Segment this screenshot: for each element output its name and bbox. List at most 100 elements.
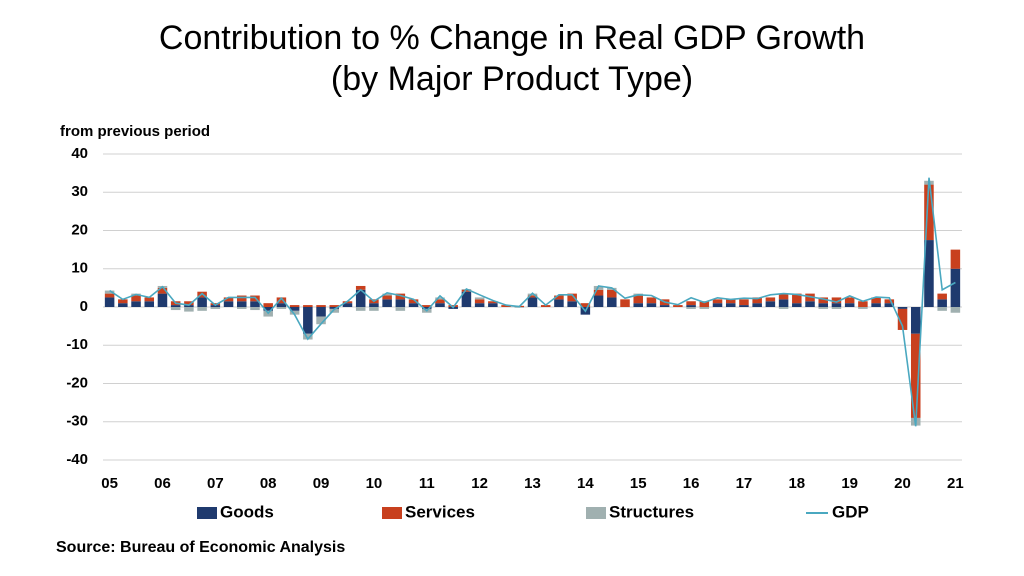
legend-label: Goods [220,502,274,521]
bar-segment [289,307,300,311]
bar-segment [593,289,604,296]
source: Source: Bureau of Economic Analysis [56,539,345,556]
bar-segment [223,301,234,307]
bar-segment [831,297,842,304]
bar-segment [950,307,961,313]
bar-segment [316,316,326,325]
bar-segment [355,289,366,307]
bar-segment [395,307,406,311]
bar-segment [831,307,842,309]
bar-segment [686,307,696,309]
bar-segment [950,249,961,269]
x-tick-label: 14 [577,475,594,492]
bar-segment [118,299,128,304]
bar-segment [646,297,657,304]
bar-segment [395,299,406,307]
bar-segment [250,301,260,307]
bar-segment [461,291,472,307]
bar-segment [382,293,392,296]
bar-segment [435,299,445,304]
bar-segment [422,307,432,309]
legend-swatch [586,507,606,519]
x-tick-label: 18 [788,475,805,492]
bar-segment [818,297,828,304]
bar-segment [263,307,273,311]
bar-segment [554,299,564,307]
bar-segment [276,307,287,309]
bar-segment [488,301,498,304]
bar-segment [408,303,419,307]
bar-segment [659,305,670,307]
bar-segment [739,305,749,307]
bar-segment [607,289,617,298]
bar-segment [699,301,710,307]
bar-segment [184,301,194,306]
bar-segment [924,184,934,241]
gdp-line [109,177,956,427]
x-tick-label: 06 [154,475,171,492]
bar-segment [871,297,881,304]
bar-segment [474,303,485,307]
bar-segment [884,299,895,304]
y-axis-label: from previous period [60,123,210,140]
bar-segment [725,303,736,307]
bar-segment [527,297,538,307]
x-tick-label: 05 [101,475,118,492]
bar-segment [369,303,379,307]
bar-segment [197,307,207,311]
bar-segment [144,297,155,302]
x-tick-label: 08 [260,475,277,492]
bar-segment [157,287,168,294]
bar-segment [924,240,934,307]
y-tick-label: 30 [71,183,88,200]
x-tick-label: 19 [841,475,858,492]
bar-segment [818,307,828,309]
bar-segment [316,305,326,307]
bar-segment [805,301,815,307]
bar-segment [474,297,485,300]
bar-segment [408,299,419,304]
bar-segment [765,301,776,307]
legend-label: GDP [832,502,869,521]
bar-segment [131,301,141,307]
bar-segment [223,297,234,302]
bar-segment [303,305,313,307]
bar-segment [607,297,617,307]
y-tick-label: 10 [71,260,88,277]
bar-segment [276,297,287,304]
bar-segment [501,305,511,307]
bar-segment [897,307,908,309]
x-tick-label: 07 [207,475,224,492]
x-tick-label: 10 [366,475,383,492]
bar-segment [369,307,379,311]
bar-segment [593,295,604,307]
bar-segment [210,307,221,309]
bar-segment [263,303,273,307]
legend-label: Structures [609,502,694,521]
bar-segment [104,293,115,298]
x-tick-label: 12 [471,475,488,492]
bar-segment [554,295,564,300]
bar-segment [316,307,326,317]
bar-segment [937,293,947,300]
bar-segment [210,305,221,307]
bar-segment [237,301,247,307]
bar-segment [104,297,115,307]
bar-segment [435,297,445,300]
bar-segment [871,303,881,307]
bar-segment [276,303,287,307]
chart-title: Contribution to % Change in Real GDP Gro… [159,19,865,57]
y-tick-label: 0 [80,298,88,315]
bar-segment [527,293,538,296]
bar-segment [131,295,141,302]
x-tick-label: 20 [894,475,911,492]
x-tick-label: 11 [419,475,435,492]
bar-segment [778,293,789,300]
legend-label: Services [405,502,475,521]
bar-segment [395,293,406,300]
bar-segment [620,299,630,307]
bar-segment [289,310,300,315]
bar-segment [144,301,155,307]
bar-segment [765,297,776,302]
